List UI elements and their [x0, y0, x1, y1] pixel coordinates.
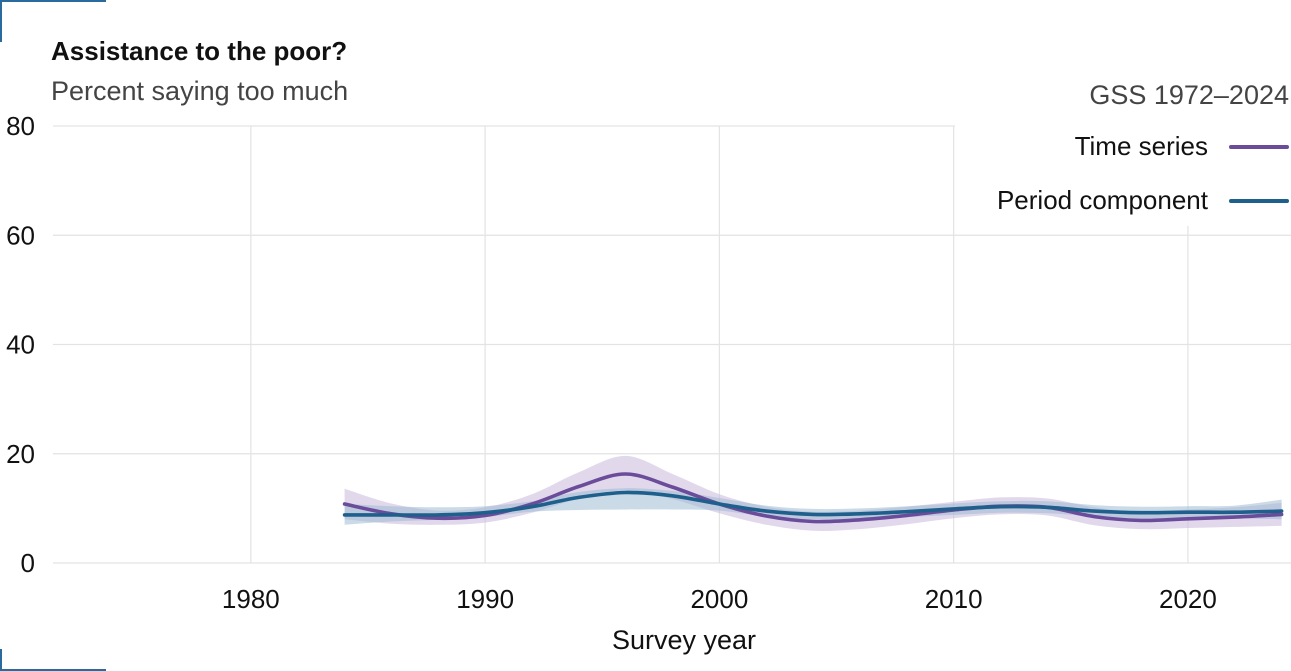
y-tick-label-20: 20: [6, 439, 35, 469]
y-tick-label-40: 40: [6, 330, 35, 360]
y-tick-label-80: 80: [6, 111, 35, 141]
corner-mark-top-left: [0, 0, 106, 2]
legend-swatch-period-component: [1229, 199, 1289, 203]
corner-mark-bottom-left-vertical: [0, 649, 2, 671]
x-tick-label-2010: 2010: [925, 584, 983, 614]
x-tick-label-1990: 1990: [456, 584, 514, 614]
corner-mark-bottom-left: [0, 669, 106, 671]
y-tick-label-60: 60: [6, 220, 35, 250]
x-axis-title: Survey year: [612, 625, 756, 655]
x-tick-label-2020: 2020: [1159, 584, 1217, 614]
chart-title: Assistance to the poor?: [51, 36, 348, 66]
legend-swatch-time-series: [1229, 145, 1289, 149]
legend-background: [955, 100, 1291, 226]
chart-subtitle: Percent saying too much: [51, 76, 349, 106]
series-line-period-component: [342, 490, 1284, 517]
x-tick-label-1980: 1980: [222, 584, 280, 614]
x-tick-label-2000: 2000: [690, 584, 748, 614]
legend-label-period-component: Period component: [996, 185, 1208, 215]
legend-title: GSS 1972–2024: [1089, 80, 1289, 110]
legend-label-time-series: Time series: [1074, 131, 1208, 161]
corner-mark-top-left-vertical: [0, 0, 2, 42]
y-tick-label-0: 0: [21, 548, 35, 578]
